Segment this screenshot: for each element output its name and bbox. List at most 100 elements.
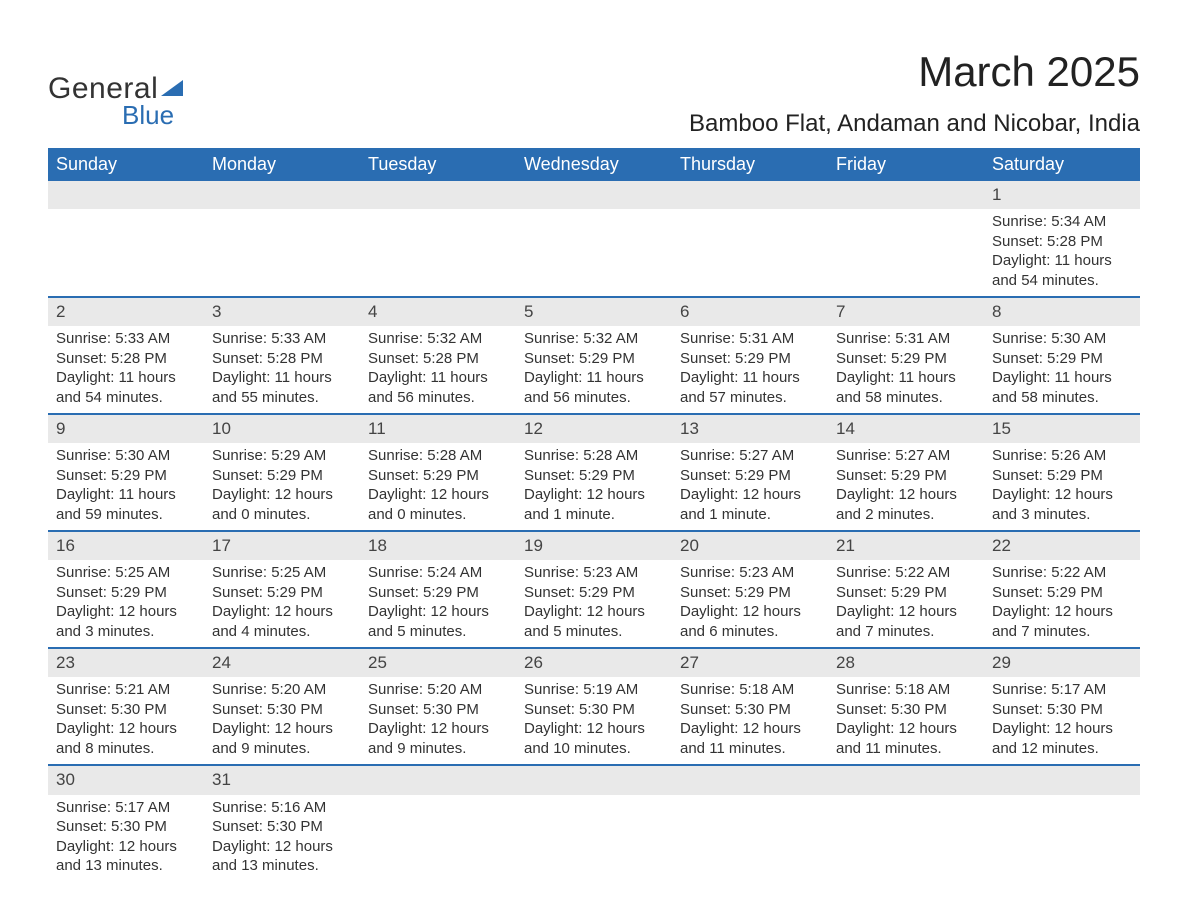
day-detail-cell: Sunrise: 5:20 AMSunset: 5:30 PMDaylight:…: [204, 677, 360, 765]
col-friday: Friday: [828, 148, 984, 181]
daylight-text-line2: and 0 minutes.: [212, 505, 352, 525]
daylight-text-line2: and 5 minutes.: [524, 622, 664, 642]
sunset-text: Sunset: 5:29 PM: [680, 583, 820, 603]
day-number-cell: 13: [672, 414, 828, 443]
daylight-text-line1: Daylight: 12 hours: [680, 719, 820, 739]
day-detail-cell: Sunrise: 5:22 AMSunset: 5:29 PMDaylight:…: [984, 560, 1140, 648]
daylight-text-line1: Daylight: 11 hours: [56, 485, 196, 505]
day-number-cell: 21: [828, 531, 984, 560]
sunset-text: Sunset: 5:29 PM: [368, 466, 508, 486]
day-number-cell: 3: [204, 297, 360, 326]
sunset-text: Sunset: 5:30 PM: [56, 700, 196, 720]
sunrise-text: Sunrise: 5:28 AM: [524, 446, 664, 466]
daylight-text-line2: and 3 minutes.: [56, 622, 196, 642]
day-detail-cell: Sunrise: 5:20 AMSunset: 5:30 PMDaylight:…: [360, 677, 516, 765]
sunrise-text: Sunrise: 5:20 AM: [368, 680, 508, 700]
sunrise-text: Sunrise: 5:30 AM: [56, 446, 196, 466]
day-detail-cell: Sunrise: 5:17 AMSunset: 5:30 PMDaylight:…: [984, 677, 1140, 765]
day-detail-cell: [360, 795, 516, 882]
day-detail-cell: Sunrise: 5:32 AMSunset: 5:29 PMDaylight:…: [516, 326, 672, 414]
daylight-text-line2: and 6 minutes.: [680, 622, 820, 642]
day-detail-cell: [672, 795, 828, 882]
sunrise-text: Sunrise: 5:31 AM: [680, 329, 820, 349]
sunset-text: Sunset: 5:29 PM: [56, 583, 196, 603]
sunrise-text: Sunrise: 5:33 AM: [212, 329, 352, 349]
daylight-text-line1: Daylight: 12 hours: [212, 719, 352, 739]
sunset-text: Sunset: 5:29 PM: [368, 583, 508, 603]
daylight-text-line2: and 9 minutes.: [212, 739, 352, 759]
daylight-text-line2: and 11 minutes.: [680, 739, 820, 759]
daylight-text-line1: Daylight: 12 hours: [524, 602, 664, 622]
col-saturday: Saturday: [984, 148, 1140, 181]
day-number-cell: 12: [516, 414, 672, 443]
day-number-cell: 24: [204, 648, 360, 677]
day-number-cell: [48, 181, 204, 209]
sunset-text: Sunset: 5:29 PM: [992, 466, 1132, 486]
weekday-header-row: Sunday Monday Tuesday Wednesday Thursday…: [48, 148, 1140, 181]
day-detail-cell: Sunrise: 5:33 AMSunset: 5:28 PMDaylight:…: [204, 326, 360, 414]
sunrise-text: Sunrise: 5:33 AM: [56, 329, 196, 349]
sunrise-text: Sunrise: 5:25 AM: [56, 563, 196, 583]
week-detail-row: Sunrise: 5:30 AMSunset: 5:29 PMDaylight:…: [48, 443, 1140, 531]
day-detail-cell: Sunrise: 5:30 AMSunset: 5:29 PMDaylight:…: [984, 326, 1140, 414]
sunrise-text: Sunrise: 5:22 AM: [992, 563, 1132, 583]
day-number-cell: 19: [516, 531, 672, 560]
day-number-cell: 10: [204, 414, 360, 443]
sunset-text: Sunset: 5:30 PM: [212, 700, 352, 720]
day-number-cell: 5: [516, 297, 672, 326]
brand-triangle-icon: [161, 80, 183, 96]
sunset-text: Sunset: 5:29 PM: [836, 583, 976, 603]
sunrise-text: Sunrise: 5:25 AM: [212, 563, 352, 583]
day-number-cell: [360, 765, 516, 794]
day-number-cell: 20: [672, 531, 828, 560]
day-detail-cell: Sunrise: 5:28 AMSunset: 5:29 PMDaylight:…: [360, 443, 516, 531]
day-detail-cell: Sunrise: 5:33 AMSunset: 5:28 PMDaylight:…: [48, 326, 204, 414]
daylight-text-line1: Daylight: 11 hours: [992, 251, 1132, 271]
day-number-cell: 28: [828, 648, 984, 677]
sunset-text: Sunset: 5:30 PM: [368, 700, 508, 720]
sunrise-text: Sunrise: 5:23 AM: [524, 563, 664, 583]
col-sunday: Sunday: [48, 148, 204, 181]
daylight-text-line1: Daylight: 11 hours: [680, 368, 820, 388]
daylight-text-line1: Daylight: 11 hours: [56, 368, 196, 388]
daylight-text-line2: and 55 minutes.: [212, 388, 352, 408]
day-detail-cell: Sunrise: 5:24 AMSunset: 5:29 PMDaylight:…: [360, 560, 516, 648]
sunrise-text: Sunrise: 5:27 AM: [836, 446, 976, 466]
daylight-text-line1: Daylight: 12 hours: [212, 485, 352, 505]
day-detail-cell: [48, 209, 204, 297]
day-number-cell: [672, 181, 828, 209]
daylight-text-line1: Daylight: 11 hours: [992, 368, 1132, 388]
day-detail-cell: [984, 795, 1140, 882]
day-number-cell: 2: [48, 297, 204, 326]
day-number-cell: 29: [984, 648, 1140, 677]
daylight-text-line1: Daylight: 11 hours: [368, 368, 508, 388]
daylight-text-line2: and 11 minutes.: [836, 739, 976, 759]
col-wednesday: Wednesday: [516, 148, 672, 181]
daylight-text-line2: and 54 minutes.: [992, 271, 1132, 291]
day-number-cell: 27: [672, 648, 828, 677]
sunrise-text: Sunrise: 5:34 AM: [992, 212, 1132, 232]
sunset-text: Sunset: 5:29 PM: [680, 349, 820, 369]
sunrise-text: Sunrise: 5:16 AM: [212, 798, 352, 818]
sunset-text: Sunset: 5:30 PM: [836, 700, 976, 720]
sunset-text: Sunset: 5:28 PM: [212, 349, 352, 369]
week-detail-row: Sunrise: 5:21 AMSunset: 5:30 PMDaylight:…: [48, 677, 1140, 765]
daylight-text-line1: Daylight: 12 hours: [836, 719, 976, 739]
sunrise-text: Sunrise: 5:24 AM: [368, 563, 508, 583]
day-number-cell: 6: [672, 297, 828, 326]
week-daynum-row: 3031: [48, 765, 1140, 794]
month-title: March 2025: [689, 48, 1140, 96]
sunrise-text: Sunrise: 5:26 AM: [992, 446, 1132, 466]
sunset-text: Sunset: 5:29 PM: [992, 583, 1132, 603]
day-number-cell: 11: [360, 414, 516, 443]
daylight-text-line2: and 56 minutes.: [368, 388, 508, 408]
day-detail-cell: Sunrise: 5:16 AMSunset: 5:30 PMDaylight:…: [204, 795, 360, 882]
title-block: March 2025 Bamboo Flat, Andaman and Nico…: [689, 48, 1140, 138]
sunset-text: Sunset: 5:29 PM: [56, 466, 196, 486]
day-number-cell: 8: [984, 297, 1140, 326]
day-detail-cell: Sunrise: 5:21 AMSunset: 5:30 PMDaylight:…: [48, 677, 204, 765]
daylight-text-line1: Daylight: 12 hours: [56, 602, 196, 622]
day-detail-cell: Sunrise: 5:18 AMSunset: 5:30 PMDaylight:…: [672, 677, 828, 765]
sunrise-text: Sunrise: 5:32 AM: [368, 329, 508, 349]
sunset-text: Sunset: 5:29 PM: [524, 466, 664, 486]
